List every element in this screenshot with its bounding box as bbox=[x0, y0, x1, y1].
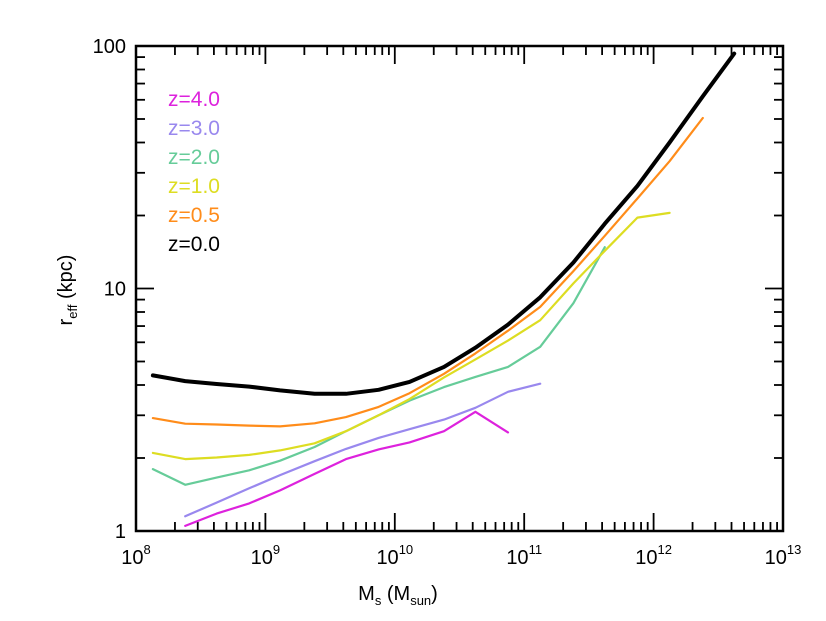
x-tick-label-exponent: 9 bbox=[273, 542, 280, 557]
x-tick-label: 1010 bbox=[376, 542, 413, 569]
plot-frame bbox=[134, 44, 785, 533]
series-line-z-1-0 bbox=[151, 211, 671, 461]
y-tick-label: 1 bbox=[115, 521, 126, 543]
series-line-z-0-5 bbox=[151, 116, 704, 428]
legend-entry: z=1.0 bbox=[168, 175, 220, 198]
legend-entry: z=3.0 bbox=[168, 117, 220, 140]
series-line-z-0-0 bbox=[150, 51, 737, 396]
x-tick-label: 109 bbox=[251, 542, 280, 569]
y-tick-label: 10 bbox=[104, 279, 126, 301]
y-axis-label-sub: eff bbox=[65, 304, 80, 319]
legend: z=4.0 z=3.0 z=2.0 z=1.0 z=0.5 z=0.0 bbox=[168, 88, 220, 256]
x-tick-label: 1013 bbox=[765, 542, 802, 569]
legend-entry: z=0.5 bbox=[168, 204, 220, 227]
x-axis-label-end: ) bbox=[431, 583, 438, 605]
y-tick-label: 100 bbox=[93, 36, 126, 58]
x-tick-label-base: 10 bbox=[121, 547, 143, 569]
x-axis-label: Ms (Msun) bbox=[358, 583, 438, 608]
x-tick-label-base: 10 bbox=[635, 547, 657, 569]
x-tick-label-exponent: 8 bbox=[144, 542, 151, 557]
x-tick-label-base: 10 bbox=[506, 547, 528, 569]
legend-entry: z=4.0 bbox=[168, 88, 220, 111]
x-tick-label-exponent: 13 bbox=[787, 542, 801, 557]
series-lines bbox=[150, 51, 737, 528]
y-axis-label: reff (kpc) bbox=[55, 255, 80, 326]
x-tick-label-base: 10 bbox=[765, 547, 787, 569]
y-axis-label-main: r bbox=[55, 318, 77, 325]
x-tick-label-exponent: 10 bbox=[399, 542, 413, 557]
x-axis-label-main: M bbox=[358, 583, 375, 605]
x-tick-label: 108 bbox=[121, 542, 150, 569]
x-axis-label-sub2: sun bbox=[410, 593, 431, 608]
x-axis-label-sub1: s bbox=[375, 593, 382, 608]
series-line-z-4-0 bbox=[184, 410, 510, 528]
x-tick-label-base: 10 bbox=[376, 547, 398, 569]
x-tick-label-exponent: 11 bbox=[529, 542, 543, 557]
x-tick-label-exponent: 12 bbox=[657, 542, 671, 557]
x-tick-label: 1012 bbox=[635, 542, 672, 569]
legend-entry: z=2.0 bbox=[168, 146, 220, 169]
x-tick-label-base: 10 bbox=[251, 547, 273, 569]
x-tick-label: 1011 bbox=[506, 542, 542, 569]
x-axis-label-mid: (M bbox=[381, 583, 410, 605]
y-axis-label-end: (kpc) bbox=[55, 255, 77, 305]
legend-entry: z=0.0 bbox=[168, 233, 220, 256]
series-line-z-3-0 bbox=[184, 382, 542, 518]
